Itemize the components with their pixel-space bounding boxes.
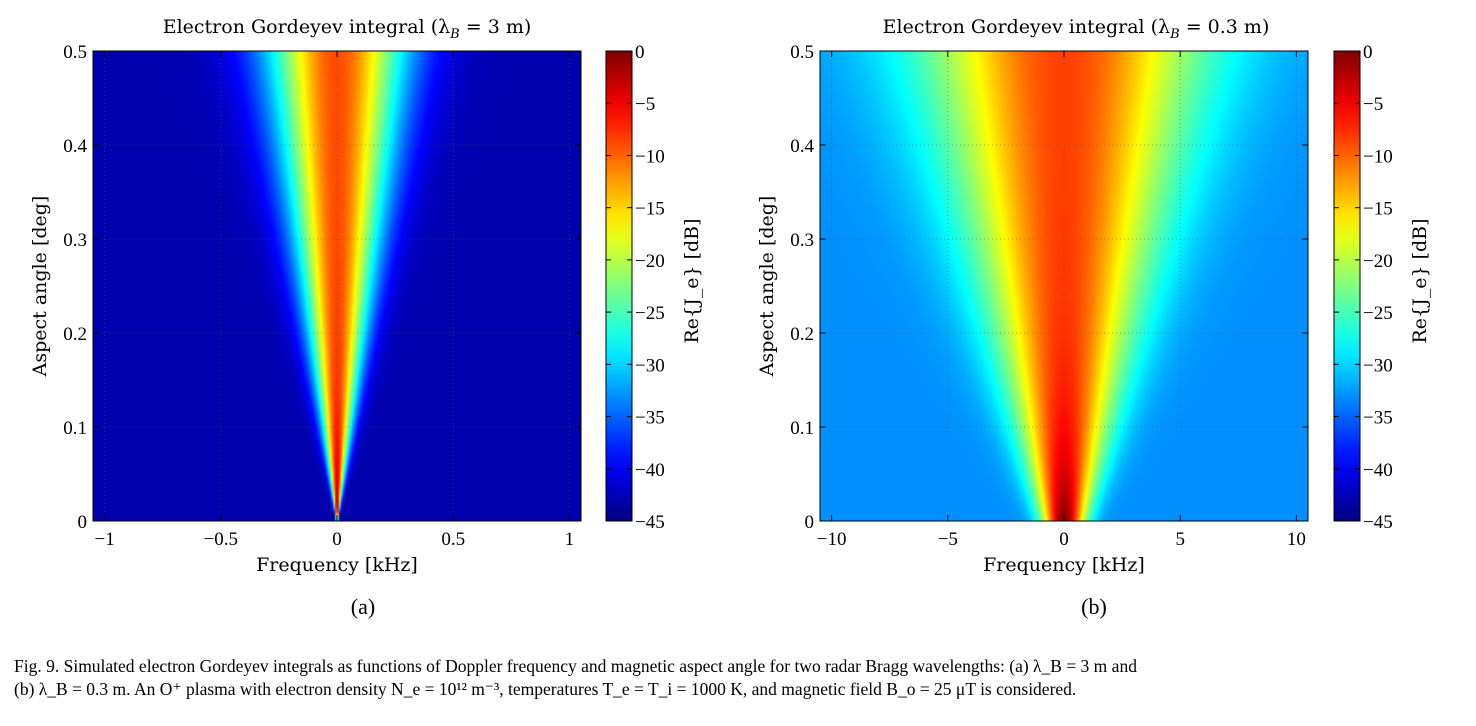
colorbar-tick-label: −10 — [1363, 146, 1393, 167]
caption-line-2: (b) λ_B = 0.3 m. An O⁺ plasma with elect… — [14, 679, 1077, 699]
y-tick-label: 0.4 — [63, 136, 87, 157]
colorbar-tick-label: −40 — [1363, 460, 1393, 481]
y-tick-label: 0.3 — [63, 230, 87, 251]
x-tick-label: −1 — [95, 529, 115, 550]
panel-b: −10 −5 0 5 10 0 0.1 0.2 0.3 0.4 0.5 Electron Gordey… — [756, 16, 1431, 619]
x-tick-label: 5 — [1175, 529, 1185, 550]
colorbar-tick-label: −5 — [635, 94, 655, 115]
colorbar-tick-label: −15 — [635, 199, 665, 220]
chart-title-tail: = 3 m) — [460, 16, 532, 38]
x-tick-label: −5 — [938, 529, 958, 550]
x-axis-label: Frequency [kHz] — [983, 554, 1145, 576]
chart-title-sub: B — [1169, 27, 1180, 42]
caption-line-1: Fig. 9. Simulated electron Gordeyev inte… — [14, 656, 1137, 676]
colorbar-label: Re{J_e} [dB] — [681, 218, 703, 343]
heatmap-image — [93, 51, 581, 521]
x-tick-label: 10 — [1287, 529, 1306, 550]
x-axis-label: Frequency [kHz] — [256, 554, 418, 576]
colorbar-tick-label: −5 — [1363, 94, 1383, 115]
colorbar-tick-label: −35 — [1363, 408, 1393, 429]
chart-title-sub: B — [449, 27, 460, 42]
y-tick-label: 0.2 — [63, 324, 87, 345]
chart-title: Electron Gordeyev integral (λB = 3 m) — [163, 16, 532, 42]
colorbar-tick-label: −15 — [1363, 199, 1393, 220]
heatmap-image — [820, 51, 1308, 521]
y-tick-label: 0 — [78, 512, 88, 533]
chart-title-main: Electron Gordeyev integral (λ — [163, 16, 450, 38]
chart-title: Electron Gordeyev integral (λB = 0.3 m) — [883, 16, 1270, 42]
panel-a: −1 −0.5 0 0.5 1 0 0.1 0.2 0.3 0.4 0.5 Electron Gord… — [29, 16, 703, 619]
x-tick-label: 1 — [565, 529, 575, 550]
y-tick-label: 0.5 — [790, 42, 814, 63]
panel-label: (a) — [351, 594, 375, 619]
y-tick-label: 0 — [805, 512, 815, 533]
colorbar-tick-label: −30 — [635, 355, 665, 376]
x-tick-label: −0.5 — [204, 529, 238, 550]
figure-caption: Fig. 9. Simulated electron Gordeyev inte… — [14, 655, 1464, 701]
colorbar-tick-label: −10 — [635, 146, 665, 167]
y-tick-label: 0.1 — [790, 418, 814, 439]
y-tick-label: 0.2 — [790, 324, 814, 345]
colorbar-tick-label: −45 — [635, 512, 665, 533]
panel-label: (b) — [1081, 594, 1107, 619]
y-tick-label: 0.1 — [63, 418, 87, 439]
y-tick-label: 0.3 — [790, 230, 814, 251]
x-tick-label: −10 — [817, 529, 847, 550]
colorbar-tick-label: −45 — [1363, 512, 1393, 533]
y-axis-label: Aspect angle [deg] — [29, 196, 51, 378]
x-tick-label: 0 — [332, 529, 342, 550]
y-tick-label: 0.5 — [63, 42, 87, 63]
colorbar-tick-label: −25 — [1363, 303, 1393, 324]
x-tick-label: 0.5 — [441, 529, 465, 550]
colorbar-tick-label: −35 — [635, 408, 665, 429]
colorbar — [605, 50, 633, 522]
chart-title-tail: = 0.3 m) — [1180, 16, 1270, 38]
colorbar-tick-label: −25 — [635, 303, 665, 324]
colorbar-tick-label: −20 — [1363, 251, 1393, 272]
y-axis-label: Aspect angle [deg] — [756, 196, 778, 378]
colorbar-tick-label: −40 — [635, 460, 665, 481]
chart-title-main: Electron Gordeyev integral (λ — [883, 16, 1170, 38]
colorbar-tick-label: 0 — [1363, 42, 1373, 63]
colorbar-tick-label: −20 — [635, 251, 665, 272]
colorbar — [1333, 50, 1361, 522]
y-tick-label: 0.4 — [790, 136, 814, 157]
colorbar-tick-label: 0 — [635, 42, 645, 63]
x-tick-label: 0 — [1059, 529, 1069, 550]
colorbar-label: Re{J_e} [dB] — [1409, 218, 1431, 343]
colorbar-tick-label: −30 — [1363, 355, 1393, 376]
